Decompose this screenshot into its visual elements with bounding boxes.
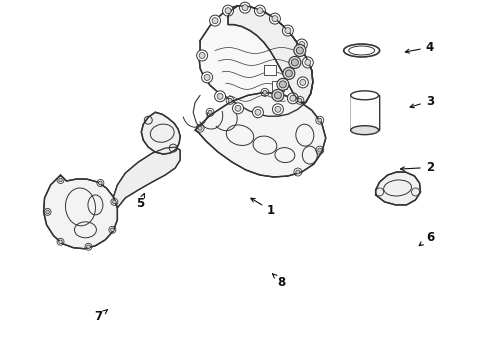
Circle shape	[87, 245, 90, 248]
Circle shape	[210, 15, 220, 26]
Text: 8: 8	[272, 274, 286, 289]
Circle shape	[46, 210, 49, 214]
Circle shape	[113, 200, 116, 204]
Circle shape	[298, 98, 302, 102]
Text: 7: 7	[95, 310, 108, 324]
Circle shape	[225, 8, 231, 14]
Circle shape	[233, 103, 244, 114]
Circle shape	[272, 89, 284, 101]
Circle shape	[228, 98, 232, 102]
Circle shape	[302, 57, 313, 68]
Polygon shape	[195, 92, 326, 177]
Circle shape	[98, 181, 102, 185]
Circle shape	[296, 39, 307, 50]
Circle shape	[196, 50, 208, 61]
Circle shape	[297, 77, 308, 88]
Bar	[264, 66, 276, 75]
Circle shape	[222, 5, 234, 16]
Circle shape	[318, 148, 322, 152]
Circle shape	[318, 118, 322, 122]
Circle shape	[272, 104, 283, 115]
Circle shape	[212, 18, 218, 24]
Polygon shape	[141, 112, 180, 154]
Polygon shape	[228, 6, 313, 102]
Circle shape	[111, 228, 114, 231]
Text: 6: 6	[419, 231, 434, 246]
Ellipse shape	[343, 44, 380, 57]
Circle shape	[305, 59, 311, 66]
Circle shape	[294, 45, 306, 57]
Circle shape	[204, 75, 210, 80]
Circle shape	[270, 13, 280, 24]
Circle shape	[300, 80, 306, 85]
Text: 3: 3	[410, 95, 434, 108]
Circle shape	[208, 110, 212, 114]
Polygon shape	[44, 175, 118, 249]
Circle shape	[275, 106, 281, 112]
Circle shape	[254, 5, 266, 16]
Circle shape	[296, 170, 300, 174]
Circle shape	[292, 59, 298, 66]
Circle shape	[59, 178, 62, 182]
Circle shape	[201, 72, 213, 83]
Bar	[272, 81, 284, 91]
Circle shape	[299, 41, 305, 48]
Circle shape	[290, 95, 296, 101]
Circle shape	[285, 70, 293, 77]
Circle shape	[198, 126, 202, 130]
Text: 5: 5	[136, 194, 145, 210]
Circle shape	[263, 90, 267, 94]
Ellipse shape	[351, 91, 379, 100]
Ellipse shape	[351, 126, 379, 135]
Circle shape	[255, 109, 261, 115]
Circle shape	[242, 5, 248, 11]
Polygon shape	[376, 172, 420, 205]
Text: 4: 4	[405, 41, 434, 54]
Circle shape	[199, 53, 205, 58]
Circle shape	[252, 107, 264, 118]
Text: 2: 2	[400, 161, 434, 174]
Circle shape	[257, 8, 263, 14]
Bar	[351, 95, 379, 130]
Polygon shape	[199, 6, 313, 116]
Polygon shape	[113, 147, 180, 208]
Circle shape	[217, 93, 223, 99]
Circle shape	[277, 78, 289, 90]
Circle shape	[285, 28, 291, 33]
Circle shape	[240, 2, 250, 13]
Circle shape	[215, 91, 225, 102]
Circle shape	[274, 92, 281, 99]
Circle shape	[296, 47, 303, 54]
Circle shape	[282, 25, 294, 36]
Circle shape	[279, 81, 286, 88]
Circle shape	[289, 57, 301, 68]
Circle shape	[235, 105, 241, 111]
Text: 1: 1	[251, 198, 275, 217]
Circle shape	[287, 93, 298, 104]
Circle shape	[283, 67, 295, 80]
Circle shape	[59, 240, 62, 244]
Circle shape	[272, 15, 278, 22]
